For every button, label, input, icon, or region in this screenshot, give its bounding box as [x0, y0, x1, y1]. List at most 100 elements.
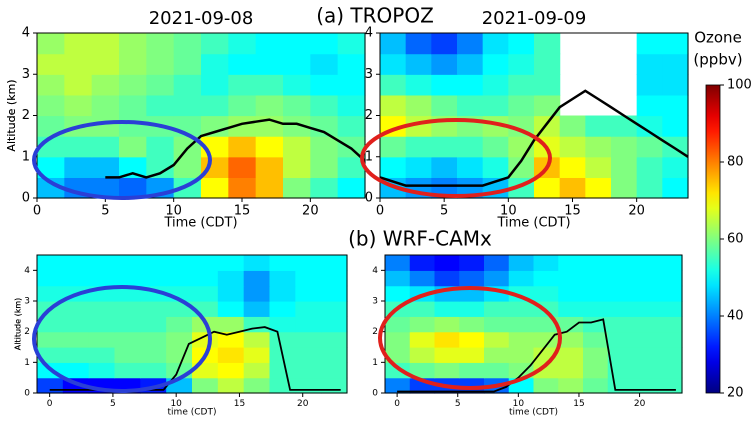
heat-cell — [558, 285, 584, 302]
heat-cell — [37, 177, 65, 199]
x-tick-label: 15 — [564, 204, 581, 219]
heat-cell — [607, 255, 634, 271]
heat-cell — [533, 377, 559, 394]
heat-cell — [385, 270, 411, 287]
heat-cell — [217, 285, 245, 302]
heat-cell — [558, 301, 584, 317]
heat-cell — [88, 255, 116, 271]
heat-cell — [662, 115, 689, 137]
x-tick-label: 20 — [297, 399, 309, 409]
heat-cell — [119, 94, 147, 117]
y-tick-label: 3 — [24, 297, 30, 307]
heat-cell — [217, 316, 245, 333]
heat-cell — [607, 316, 634, 333]
heat-cell — [269, 316, 296, 333]
heat-cell — [201, 74, 229, 96]
heat-cell — [37, 331, 64, 348]
x-tick-label: 10 — [165, 204, 182, 219]
heat-cell — [607, 270, 634, 287]
heat-cell — [37, 94, 65, 117]
heat-cell — [385, 255, 411, 271]
heat-cell — [295, 285, 322, 302]
x-axis-label: Time (CDT) — [163, 216, 237, 231]
y-tick-label: 1 — [24, 358, 30, 368]
heat-cell — [37, 53, 65, 75]
heat-cell — [146, 33, 175, 55]
heat-cell — [146, 136, 175, 158]
x-axis-label: Time (CDT) — [496, 216, 570, 231]
heat-cell — [173, 33, 202, 55]
heat-cell — [217, 255, 245, 271]
heat-cell — [255, 156, 284, 178]
heat-cell — [37, 377, 64, 394]
heat-cell — [662, 53, 689, 75]
heat-cell — [337, 74, 366, 96]
heat-cell — [380, 136, 407, 158]
heat-cell — [166, 331, 193, 348]
heat-cell — [173, 53, 202, 75]
heat-cell — [119, 115, 147, 137]
heat-cell — [295, 362, 322, 379]
heat-cell — [64, 156, 93, 178]
heat-cell — [310, 156, 339, 178]
heat-cell — [431, 74, 458, 96]
heat-cell — [255, 177, 284, 199]
heat-cell — [140, 255, 167, 271]
highlight-ellipse — [378, 286, 562, 390]
heat-cell — [283, 177, 311, 199]
heat-cell — [283, 74, 311, 96]
heat-cell — [140, 316, 167, 333]
heat-cell — [534, 177, 561, 199]
x-tick-label: 0 — [394, 399, 400, 409]
heat-cell — [607, 301, 634, 317]
heat-cell — [611, 177, 638, 199]
heat-cell — [385, 331, 411, 348]
heat-cell — [434, 316, 460, 333]
heat-cell — [484, 316, 510, 333]
heat-cell — [269, 362, 296, 379]
heat-cell — [243, 285, 271, 302]
x-tick-label: 15 — [234, 399, 245, 409]
colorbar — [705, 84, 721, 394]
panel-title: 2021-09-08 — [149, 8, 254, 29]
panel-title: 2021-09-09 — [482, 8, 587, 29]
x-tick-label: 0 — [33, 204, 41, 219]
heat-cell — [636, 177, 663, 199]
heat-cell — [533, 255, 559, 271]
heat-cell — [611, 156, 638, 178]
heat-cell — [583, 255, 609, 271]
heat-cell — [585, 115, 612, 137]
heat-cell — [321, 285, 348, 302]
heat-cell — [310, 115, 339, 137]
y-tick-label: 2 — [372, 327, 378, 337]
heat-cell — [217, 301, 245, 317]
heat-cell — [192, 270, 219, 287]
y-tick-label: 2 — [24, 327, 30, 337]
y-tick-label: 4 — [372, 266, 378, 276]
heat-cell — [662, 156, 689, 178]
heat-cell — [632, 285, 658, 302]
heat-cell — [228, 33, 257, 55]
heat-cell — [431, 33, 458, 55]
heat-cell — [337, 115, 366, 137]
heat-cell — [321, 377, 348, 394]
heat-cell — [166, 347, 193, 363]
heat-cell — [37, 115, 65, 137]
x-tick-label: 20 — [302, 204, 319, 219]
heat-cell — [114, 331, 141, 348]
heat-cell — [405, 33, 432, 55]
heat-cell — [173, 156, 202, 178]
heat-cell — [459, 255, 485, 271]
heat-cell — [657, 285, 683, 302]
heat-cell — [558, 270, 584, 287]
heat-cell — [636, 33, 663, 55]
heat-cell — [583, 362, 609, 379]
heat-cell — [657, 316, 683, 333]
y-tick-label: 0 — [365, 191, 373, 206]
heat-cell — [337, 177, 366, 199]
heat-cell — [459, 270, 485, 287]
heat-cell — [119, 156, 147, 178]
heat-cell — [482, 94, 509, 117]
heat-cell — [409, 331, 436, 348]
heat-cell — [119, 53, 147, 75]
